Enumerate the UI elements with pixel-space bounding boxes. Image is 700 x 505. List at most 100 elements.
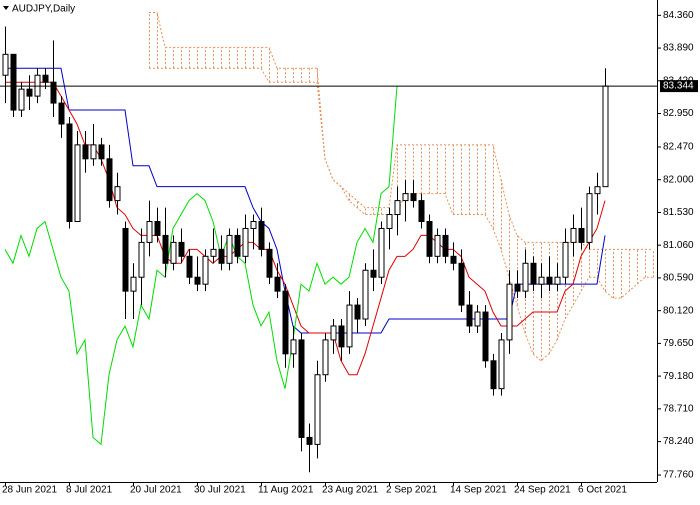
x-tick-label: 6 Oct 2021 — [578, 485, 627, 496]
candle-body — [266, 248, 273, 278]
candle-body — [322, 339, 329, 376]
candle-body — [114, 186, 121, 202]
candle-body — [442, 234, 449, 257]
candle-body — [306, 436, 313, 445]
x-tick-label: 11 Aug 2021 — [258, 485, 314, 496]
candle-body — [10, 53, 17, 111]
candle-body — [434, 234, 441, 257]
candle-body — [234, 234, 241, 257]
y-tick-label: 77.760 — [663, 470, 694, 481]
candle-body — [2, 53, 9, 76]
candle-body — [586, 193, 593, 243]
last-price-label: 83.344 — [663, 81, 694, 92]
y-tick-label: 82.000 — [663, 174, 694, 185]
y-tick-label: 81.060 — [663, 240, 694, 251]
candle-body — [394, 200, 401, 216]
candle-body — [338, 325, 345, 348]
candle-body — [18, 88, 25, 111]
candle-body — [330, 325, 337, 341]
candle-body — [602, 85, 609, 188]
indicator-line — [5, 67, 606, 334]
candle-body — [482, 311, 489, 362]
candle-body — [466, 304, 473, 327]
indicator-line — [5, 81, 606, 376]
candle-body — [426, 220, 433, 257]
x-tick-label: 23 Aug 2021 — [322, 485, 379, 496]
candle-body — [498, 339, 505, 390]
candle-body — [362, 269, 369, 320]
candle-body — [258, 220, 265, 250]
candle-body — [314, 374, 321, 445]
candle-body — [562, 241, 569, 278]
candle-body — [346, 304, 353, 348]
x-tick-label: 14 Sep 2021 — [450, 485, 507, 496]
candle-body — [290, 339, 297, 355]
candle-body — [594, 186, 601, 195]
candle-body — [130, 276, 137, 292]
candle-body — [578, 227, 585, 243]
candle-body — [250, 220, 257, 229]
candle-body — [90, 144, 97, 160]
candle-body — [458, 262, 465, 306]
candle-body — [282, 290, 289, 355]
candle-body — [530, 262, 537, 285]
x-tick-label: 30 Jul 2021 — [194, 485, 246, 496]
candle-body — [378, 227, 385, 278]
candle-body — [514, 283, 521, 292]
candle-body — [138, 241, 145, 278]
candle-body — [546, 276, 553, 285]
y-tick-label: 78.710 — [663, 404, 694, 415]
candle-body — [178, 241, 185, 257]
candle-body — [226, 234, 233, 264]
chart-title: AUDJPY,Daily — [12, 4, 75, 15]
candle-body — [450, 255, 457, 264]
x-tick-label: 28 Jun 2021 — [2, 485, 57, 496]
senkou-span-a — [149, 67, 653, 362]
candle-body — [386, 214, 393, 229]
candle-body — [210, 248, 217, 257]
y-tick-label: 83.890 — [663, 43, 694, 54]
candle-body — [242, 227, 249, 257]
candle-body — [106, 158, 113, 202]
y-tick-label: 82.470 — [663, 142, 694, 153]
y-tick-label: 79.650 — [663, 338, 694, 349]
senkou-span-b — [149, 12, 653, 250]
y-tick-label: 81.530 — [663, 207, 694, 218]
candle-body — [186, 255, 193, 278]
candle-body — [98, 144, 105, 160]
candle-body — [42, 74, 49, 83]
menu-arrow[interactable] — [3, 6, 9, 10]
candle-body — [82, 144, 89, 160]
candle-body — [354, 304, 361, 320]
candle-body — [418, 200, 425, 222]
candle-body — [154, 220, 161, 236]
y-tick-label: 82.950 — [663, 108, 694, 119]
candle-body — [218, 248, 225, 264]
y-tick-label: 80.590 — [663, 273, 694, 284]
candle-body — [298, 339, 305, 438]
x-tick-label: 20 Jul 2021 — [130, 485, 182, 496]
candle-body — [202, 255, 209, 285]
candle-body — [370, 269, 377, 278]
candle-body — [490, 360, 497, 390]
candle-body — [522, 262, 529, 292]
candle-body — [506, 283, 513, 341]
candle-body — [162, 234, 169, 264]
candle-body — [122, 227, 129, 292]
candle-body — [538, 276, 545, 285]
y-tick-label: 84.360 — [663, 10, 694, 21]
candle-body — [194, 276, 201, 285]
candle-body — [402, 193, 409, 202]
x-tick-label: 24 Sep 2021 — [514, 485, 571, 496]
candle-body — [274, 276, 281, 292]
candle-body — [50, 81, 57, 104]
price-label-box — [660, 80, 698, 93]
candle-body — [474, 311, 481, 327]
indicator-line — [4, 86, 398, 446]
candle-body — [570, 227, 577, 243]
candle-body — [66, 123, 73, 222]
candle-body — [146, 220, 153, 243]
candle-body — [26, 88, 33, 97]
